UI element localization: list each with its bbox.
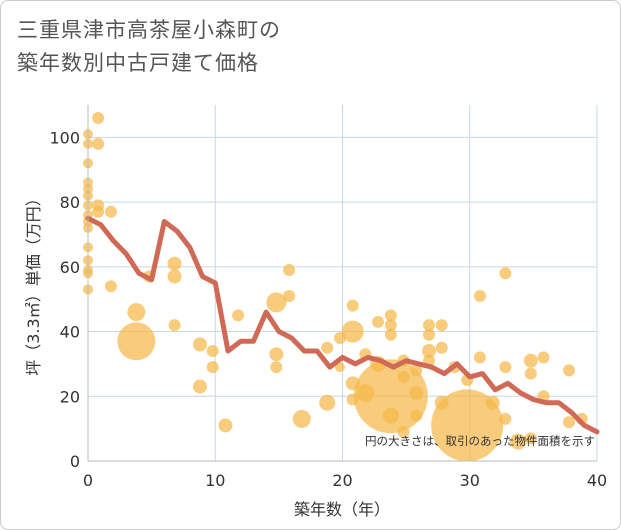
bubble-layer <box>83 111 588 462</box>
x-tick-label: 0 <box>83 471 93 490</box>
data-bubble <box>270 361 283 374</box>
data-bubble <box>206 361 219 374</box>
data-bubble <box>283 289 296 302</box>
data-bubble <box>435 319 448 332</box>
data-bubble <box>321 341 334 354</box>
data-bubble <box>341 320 364 343</box>
data-bubble <box>410 409 423 422</box>
data-bubble <box>397 370 410 383</box>
grid-lines <box>88 105 598 461</box>
data-bubble <box>524 432 537 445</box>
data-bubble <box>422 343 437 358</box>
data-bubble <box>409 386 424 401</box>
y-tick-label: 40 <box>60 323 80 342</box>
x-tick-label: 20 <box>332 471 352 490</box>
data-bubble <box>269 347 284 362</box>
data-bubble <box>92 111 105 124</box>
chart-title-line-2: 築年数別中古戸建て価格 <box>17 51 259 75</box>
data-bubble <box>283 264 296 277</box>
data-bubble <box>524 367 537 380</box>
data-bubble <box>104 280 117 293</box>
size-note: 円の大きさは、取引のあった物件面積を示す <box>365 434 595 448</box>
chart-title-line-1: 三重県津市高茶屋小森町の <box>17 18 281 42</box>
data-bubble <box>167 256 182 271</box>
data-bubble <box>334 362 345 373</box>
average-price-line <box>85 215 600 435</box>
data-bubble <box>435 341 448 354</box>
data-bubble <box>384 309 397 322</box>
y-tick-label: 0 <box>70 452 80 471</box>
y-tick-label: 100 <box>49 128 80 147</box>
data-bubble <box>485 395 500 410</box>
x-tick-label: 40 <box>587 471 607 490</box>
data-bubble <box>384 328 397 341</box>
data-bubble <box>563 364 576 377</box>
data-bubble <box>319 394 336 411</box>
data-bubble <box>266 292 287 313</box>
data-bubble <box>563 416 576 429</box>
tick-labels: 0 10 20 30 40 0 20 40 60 80 100 <box>49 128 607 490</box>
x-tick-label: 10 <box>205 471 225 490</box>
data-bubble <box>168 319 181 332</box>
x-axis-title: 築年数（年） <box>294 500 390 519</box>
data-bubble <box>423 328 436 341</box>
y-tick-label: 80 <box>60 193 80 212</box>
data-bubble <box>473 351 486 364</box>
y-axis-title: 坪（3.3㎡）単価（万円） <box>24 190 43 375</box>
data-bubble <box>192 379 207 394</box>
data-bubble <box>206 344 219 357</box>
data-bubble <box>167 269 182 284</box>
data-bubble <box>410 364 423 377</box>
x-tick-label: 30 <box>460 471 480 490</box>
data-bubble <box>92 137 105 150</box>
data-bubble <box>499 267 512 280</box>
data-bubble <box>423 319 436 332</box>
data-bubble <box>92 205 105 218</box>
data-bubble <box>473 289 486 302</box>
data-bubble <box>292 409 311 428</box>
data-bubble <box>510 433 527 450</box>
data-bubble <box>104 205 117 218</box>
data-bubble <box>382 407 399 424</box>
data-bubble <box>192 337 207 352</box>
data-bubble <box>218 418 233 433</box>
data-bubble <box>523 353 538 368</box>
y-tick-label: 20 <box>60 387 80 406</box>
data-bubble <box>537 351 550 364</box>
data-bubble <box>232 309 245 322</box>
data-bubble <box>499 412 512 425</box>
data-bubble <box>397 425 410 438</box>
data-bubble <box>117 322 156 361</box>
data-bubble <box>431 389 504 462</box>
y-tick-label: 60 <box>60 258 80 277</box>
data-bubble <box>499 361 512 374</box>
chart-title: 三重県津市高茶屋小森町の 築年数別中古戸建て価格 <box>17 14 281 80</box>
data-bubble <box>346 299 359 312</box>
axes <box>87 105 597 462</box>
data-bubble <box>127 303 146 322</box>
data-bubble <box>372 315 385 328</box>
data-bubble <box>384 319 397 332</box>
